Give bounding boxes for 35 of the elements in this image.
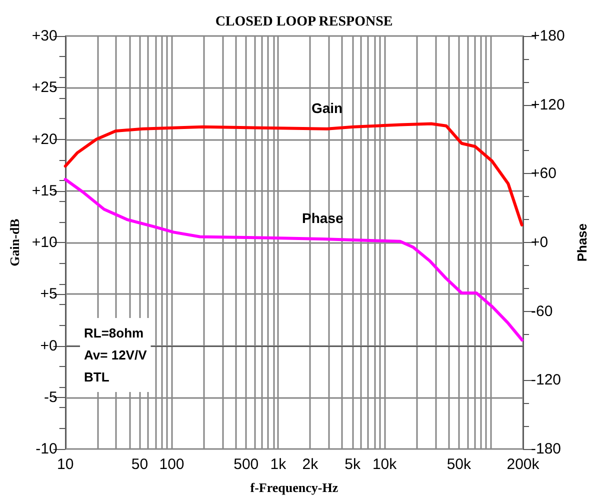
chart-title: CLOSED LOOP RESPONSE	[215, 14, 393, 30]
y-tick-label: -5	[44, 388, 58, 406]
x-axis-title: f-Frequency-Hz	[250, 480, 338, 495]
y2-tick-label: +60	[531, 165, 556, 182]
x-tick-label: 50	[131, 456, 148, 473]
x-tick-label: 200k	[506, 456, 540, 473]
annotation: BTL	[84, 370, 110, 384]
series-label: Phase	[302, 210, 344, 226]
annotation: Av= 12V/V	[84, 348, 148, 362]
y-tick-label: +25	[32, 79, 58, 96]
series-label: Gain	[311, 100, 343, 116]
y2-tick-label: -180	[531, 440, 562, 458]
y-tick-label: +15	[32, 182, 58, 200]
x-tick-label: 50k	[446, 456, 472, 473]
x-tick-label: 10	[57, 456, 74, 473]
x-tick-label: 1k	[270, 456, 287, 473]
y2-tick-label: -60	[531, 302, 553, 320]
annotation: RL=8ohm	[84, 326, 144, 340]
x-tick-label: 2k	[302, 456, 319, 473]
y-tick-label: +5	[40, 286, 58, 303]
y2-tick-label: +180	[531, 28, 565, 44]
y-tick-label: +0	[40, 337, 58, 354]
y2-tick-label: +120	[531, 96, 565, 114]
y-tick-label: -10	[36, 440, 58, 458]
x-tick-label: 500	[234, 456, 259, 473]
y-tick-label: +20	[32, 130, 58, 148]
y2-tick-label: -120	[531, 372, 562, 389]
x-tick-label: 5k	[344, 456, 361, 473]
x-tick-label: 10k	[372, 456, 398, 473]
y2-axis-title: Phase	[574, 223, 590, 262]
y-tick-label: +30	[32, 28, 58, 44]
y-axis-title: Gain-dB	[7, 218, 22, 266]
y-tick-label: +10	[32, 234, 58, 251]
x-tick-label: 100	[159, 456, 184, 473]
y2-tick-label: +0	[531, 234, 548, 251]
